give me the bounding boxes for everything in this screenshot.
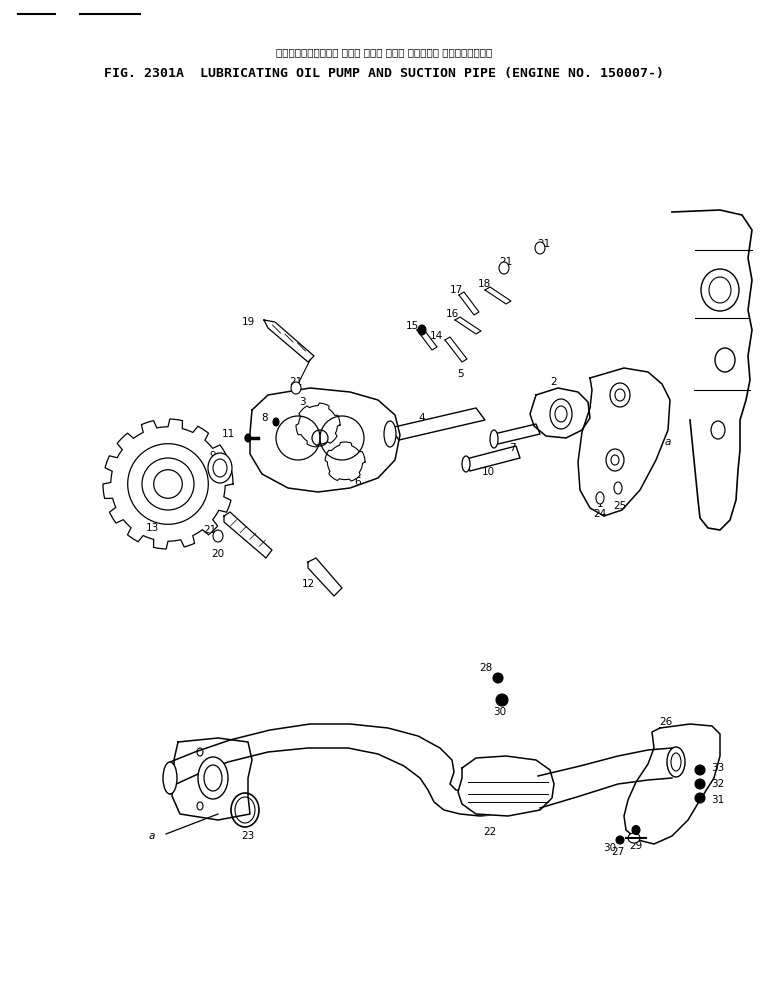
Text: 4: 4 — [418, 413, 425, 423]
Text: 31: 31 — [711, 795, 724, 805]
Ellipse shape — [496, 694, 508, 706]
Ellipse shape — [273, 418, 279, 426]
Text: 21: 21 — [289, 377, 303, 387]
Text: 32: 32 — [711, 779, 724, 789]
Polygon shape — [264, 320, 314, 362]
Polygon shape — [224, 512, 272, 558]
Polygon shape — [325, 442, 365, 481]
Polygon shape — [103, 419, 233, 549]
Polygon shape — [390, 408, 485, 440]
Polygon shape — [445, 337, 467, 362]
Polygon shape — [417, 327, 437, 350]
Ellipse shape — [213, 530, 223, 542]
Text: 24: 24 — [594, 509, 607, 519]
Text: 12: 12 — [301, 579, 315, 589]
Ellipse shape — [490, 430, 498, 448]
Text: 11: 11 — [221, 429, 235, 439]
Polygon shape — [530, 388, 590, 438]
Ellipse shape — [499, 262, 509, 274]
Text: 22: 22 — [484, 827, 497, 837]
Text: 10: 10 — [481, 467, 494, 477]
Text: 21: 21 — [203, 525, 217, 535]
Text: 8: 8 — [261, 413, 268, 423]
Text: 5: 5 — [457, 369, 463, 379]
Ellipse shape — [208, 453, 232, 483]
Text: 33: 33 — [711, 763, 724, 773]
Polygon shape — [250, 388, 400, 492]
Polygon shape — [538, 748, 672, 808]
Text: 25: 25 — [614, 501, 627, 511]
Text: 14: 14 — [429, 331, 443, 341]
Text: a: a — [665, 437, 671, 447]
Ellipse shape — [198, 757, 228, 799]
Ellipse shape — [667, 747, 685, 777]
Text: 15: 15 — [405, 321, 418, 331]
Text: 1: 1 — [597, 499, 604, 509]
Text: 20: 20 — [211, 549, 225, 559]
Ellipse shape — [695, 793, 705, 803]
Ellipse shape — [384, 421, 396, 447]
Text: 19: 19 — [241, 317, 255, 327]
Text: 29: 29 — [629, 841, 643, 851]
Text: 13: 13 — [145, 523, 158, 533]
Text: 28: 28 — [479, 663, 493, 673]
Text: 30: 30 — [604, 843, 617, 853]
Text: a: a — [149, 831, 155, 841]
Text: 23: 23 — [241, 831, 255, 841]
Ellipse shape — [163, 762, 177, 794]
Polygon shape — [466, 446, 520, 471]
Text: 16: 16 — [445, 309, 458, 319]
Polygon shape — [172, 738, 252, 820]
Ellipse shape — [632, 825, 640, 834]
Ellipse shape — [418, 325, 426, 335]
Ellipse shape — [291, 382, 301, 394]
Text: 7: 7 — [508, 443, 515, 453]
Polygon shape — [578, 368, 670, 516]
Text: 6: 6 — [355, 477, 361, 487]
Ellipse shape — [614, 482, 622, 494]
Text: 17: 17 — [449, 285, 463, 295]
Ellipse shape — [695, 765, 705, 775]
Polygon shape — [455, 317, 481, 334]
Text: 27: 27 — [611, 847, 624, 857]
Polygon shape — [485, 287, 511, 304]
Ellipse shape — [628, 833, 640, 843]
Text: ルーブリケーティング オイル ポンプ および サクション パイプ　通用号機: ルーブリケーティング オイル ポンプ および サクション パイプ 通用号機 — [276, 47, 492, 57]
Ellipse shape — [493, 673, 503, 683]
Ellipse shape — [245, 434, 251, 442]
Text: 21: 21 — [538, 239, 551, 249]
Ellipse shape — [596, 492, 604, 504]
Text: 2: 2 — [551, 377, 558, 387]
Text: 21: 21 — [499, 257, 513, 267]
Polygon shape — [296, 403, 340, 447]
Text: 30: 30 — [494, 707, 507, 717]
Text: FIG. 2301A  LUBRICATING OIL PUMP AND SUCTION PIPE (ENGINE NO. 150007-): FIG. 2301A LUBRICATING OIL PUMP AND SUCT… — [104, 68, 664, 81]
Ellipse shape — [616, 836, 624, 844]
Polygon shape — [459, 292, 479, 315]
Polygon shape — [458, 756, 554, 816]
Polygon shape — [494, 424, 540, 444]
Polygon shape — [624, 724, 720, 844]
Ellipse shape — [695, 779, 705, 789]
Text: 9: 9 — [210, 451, 216, 461]
Text: 3: 3 — [298, 397, 305, 407]
Ellipse shape — [462, 456, 470, 472]
Text: 26: 26 — [659, 717, 673, 727]
Polygon shape — [170, 724, 538, 816]
Polygon shape — [308, 558, 342, 596]
Ellipse shape — [535, 242, 545, 254]
Text: 18: 18 — [478, 279, 491, 289]
